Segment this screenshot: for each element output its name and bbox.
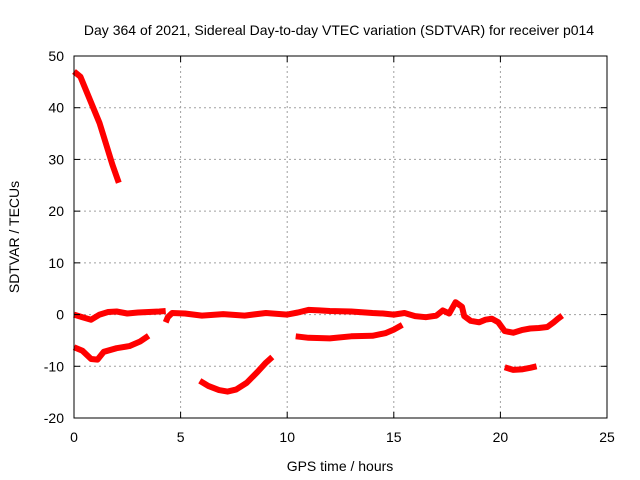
y-axis-label: SDTVAR / TECUs <box>6 181 22 293</box>
series-arc-1 <box>72 69 122 184</box>
y-axis-ticks: -20 -10 0 10 20 30 40 50 <box>44 48 607 426</box>
series-arc-4 <box>162 299 564 336</box>
y-tick-label: 20 <box>48 203 64 219</box>
y-tick-label: -20 <box>44 410 64 426</box>
y-tick-label: 10 <box>48 255 64 271</box>
x-tick-label: 0 <box>70 429 78 445</box>
plot-frame <box>73 55 608 419</box>
series-arc-3 <box>72 333 151 363</box>
x-tick-label: 10 <box>279 429 295 445</box>
x-axis-ticks: 0 5 10 15 20 25 <box>70 56 615 445</box>
y-tick-label: 0 <box>56 307 64 323</box>
series-arc-2 <box>73 308 166 323</box>
data-series <box>72 69 564 395</box>
grid-lines <box>74 56 607 418</box>
series-arc-5 <box>198 354 275 395</box>
x-axis-label: GPS time / hours <box>287 458 394 474</box>
y-tick-label: 40 <box>48 100 64 116</box>
chart-title: Day 364 of 2021, Sidereal Day-to-day VTE… <box>84 22 594 38</box>
y-tick-label: -10 <box>44 358 64 374</box>
series-arc-7 <box>503 363 538 373</box>
x-tick-label: 15 <box>386 429 402 445</box>
x-tick-label: 25 <box>599 429 615 445</box>
y-tick-label: 30 <box>48 151 64 167</box>
x-tick-label: 20 <box>493 429 509 445</box>
y-tick-label: 50 <box>48 48 64 64</box>
series-arc-6 <box>295 322 404 342</box>
x-tick-label: 5 <box>177 429 185 445</box>
